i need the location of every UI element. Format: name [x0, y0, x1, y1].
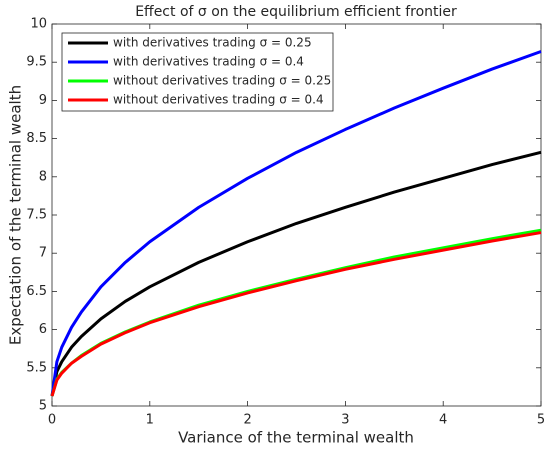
series-line — [50, 150, 542, 397]
series-line — [50, 50, 542, 397]
x-tick-label: 5 — [537, 413, 545, 428]
x-tick-label: 2 — [243, 413, 251, 428]
legend-label: with derivatives trading σ = 0.4 — [113, 55, 304, 69]
y-tick-label: 9 — [39, 93, 47, 108]
y-tick-label: 5.5 — [26, 360, 47, 375]
y-axis-label: Expectation of the terminal wealth — [7, 85, 25, 345]
y-tick-label: 5 — [39, 399, 47, 414]
legend-box — [61, 32, 334, 112]
legend-label: without derivatives trading σ = 0.25 — [113, 74, 331, 88]
x-tick-label: 0 — [48, 413, 56, 428]
y-tick-label: 8.5 — [26, 131, 47, 146]
chart-title: Effect of σ on the equilibrium efficient… — [135, 4, 457, 20]
y-tick-label: 6.5 — [26, 284, 47, 299]
legend-label: without derivatives trading σ = 0.4 — [113, 93, 324, 107]
x-tick-label: 3 — [341, 413, 349, 428]
y-tick-label: 6 — [39, 322, 47, 337]
y-tick-label: 7.5 — [26, 208, 47, 223]
legend-label: with derivatives trading σ = 0.25 — [113, 36, 312, 50]
y-tick-label: 7 — [39, 246, 47, 261]
y-tick-label: 9.5 — [26, 55, 47, 70]
x-tick-label: 1 — [146, 413, 154, 428]
y-tick-label: 10 — [30, 17, 47, 32]
x-axis-label: Variance of the terminal wealth — [178, 429, 414, 447]
y-tick-label: 8 — [39, 169, 47, 184]
x-tick-label: 4 — [439, 413, 447, 428]
series-line — [50, 231, 542, 397]
